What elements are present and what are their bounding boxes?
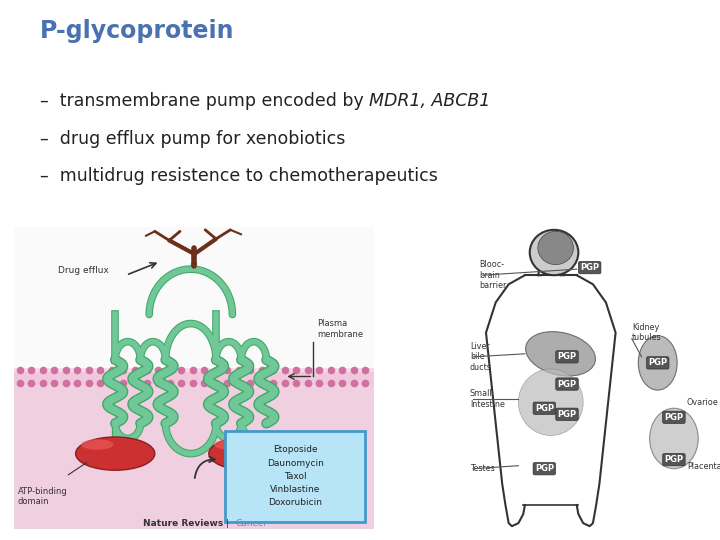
Text: |: | bbox=[223, 519, 232, 528]
Text: Testes: Testes bbox=[470, 464, 495, 473]
Text: Plasma
membrane: Plasma membrane bbox=[317, 319, 363, 339]
Text: MDR1, ABCB1: MDR1, ABCB1 bbox=[369, 92, 490, 110]
Bar bbox=[14, 227, 374, 372]
Text: Kidney
tubules: Kidney tubules bbox=[632, 323, 662, 342]
Ellipse shape bbox=[518, 369, 583, 435]
Text: Cancer: Cancer bbox=[236, 519, 268, 528]
Bar bbox=[14, 368, 374, 384]
Ellipse shape bbox=[638, 336, 678, 390]
Circle shape bbox=[530, 230, 578, 275]
Text: P-glycoprotein: P-glycoprotein bbox=[40, 19, 234, 43]
Text: PGP: PGP bbox=[535, 464, 554, 473]
Ellipse shape bbox=[209, 437, 288, 470]
Text: Ovarioe: Ovarioe bbox=[687, 398, 719, 407]
Ellipse shape bbox=[215, 439, 247, 450]
Text: Etoposide
Daunomycin
Taxol
Vinblastine
Doxorubicin: Etoposide Daunomycin Taxol Vinblastine D… bbox=[267, 446, 323, 507]
FancyBboxPatch shape bbox=[225, 431, 366, 522]
Text: PGP: PGP bbox=[557, 410, 577, 419]
Text: PGP: PGP bbox=[580, 263, 599, 272]
Text: –  multidrug resistence to chemotherapeutics: – multidrug resistence to chemotherapeut… bbox=[40, 167, 438, 185]
Text: –  transmembrane pump encoded by: – transmembrane pump encoded by bbox=[40, 92, 369, 110]
Text: PGP: PGP bbox=[535, 404, 554, 413]
Ellipse shape bbox=[76, 437, 155, 470]
Text: Blooc-
brain
barrier: Blooc- brain barrier bbox=[480, 260, 507, 290]
Text: Small
Intestine: Small Intestine bbox=[470, 389, 505, 409]
Text: Placenta: Placenta bbox=[687, 462, 720, 471]
Text: PGP: PGP bbox=[648, 359, 667, 367]
Text: PGP: PGP bbox=[665, 455, 683, 464]
Ellipse shape bbox=[81, 439, 114, 450]
Text: Nature Reviews: Nature Reviews bbox=[143, 519, 223, 528]
Text: Liver
bile
ducts: Liver bile ducts bbox=[470, 342, 492, 372]
Text: ATP-binding
domain: ATP-binding domain bbox=[18, 487, 68, 507]
Bar bbox=[14, 372, 374, 529]
Circle shape bbox=[538, 231, 574, 265]
Text: PGP: PGP bbox=[557, 352, 577, 361]
Text: –  drug efflux pump for xenobiotics: – drug efflux pump for xenobiotics bbox=[40, 130, 345, 147]
Ellipse shape bbox=[526, 332, 595, 376]
Text: PGP: PGP bbox=[665, 413, 683, 422]
Ellipse shape bbox=[649, 408, 698, 469]
Text: Drug efflux: Drug efflux bbox=[58, 266, 109, 275]
Text: PGP: PGP bbox=[557, 380, 577, 389]
